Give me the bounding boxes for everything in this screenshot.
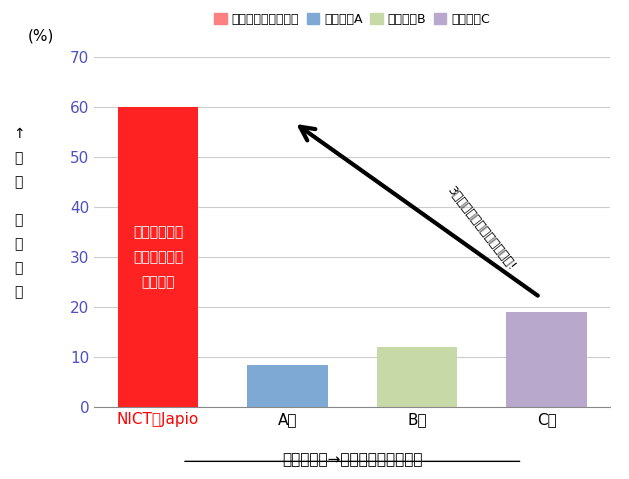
Text: 訳: 訳	[14, 237, 23, 251]
Text: ↑: ↑	[13, 127, 25, 141]
Text: (%): (%)	[27, 28, 53, 44]
Bar	[247, 365, 328, 407]
Bar	[506, 312, 587, 407]
Text: 翻: 翻	[14, 213, 23, 228]
Text: 高: 高	[14, 151, 23, 165]
Legend: 今回開発した新技術, 従来技術A, 従来技術B, 従来技術C: 今回開発した新技術, 従来技術A, 従来技術B, 従来技術C	[209, 8, 495, 31]
Text: 特許文　中→日　翻訳精度の比較: 特許文 中→日 翻訳精度の比較	[282, 453, 423, 468]
Text: 精: 精	[14, 261, 23, 275]
Bar	[118, 107, 198, 407]
Text: 今回開発した: 今回開発した	[133, 225, 183, 240]
Text: 度: 度	[14, 285, 23, 299]
Text: い: い	[14, 175, 23, 189]
Bar	[377, 347, 457, 407]
Text: 新技術による: 新技術による	[133, 251, 183, 264]
Text: 翻訳精度: 翻訳精度	[141, 275, 175, 289]
Text: 3倍以上　翻訳精度がアップ!: 3倍以上 翻訳精度がアップ!	[444, 183, 518, 273]
